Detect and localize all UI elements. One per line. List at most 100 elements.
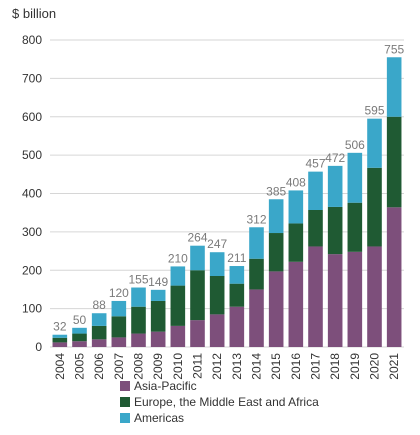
x-axis-ticks: 2004 2005 2006 2007 2008 2009 2010 2011 2012 2013… [53, 353, 401, 380]
bar-segment-2005-s2 [72, 327, 87, 334]
legend-label-1: Europe, the Middle East and Africa [134, 395, 319, 409]
bar-segment-2005-s0 [72, 341, 87, 347]
x-tick-label-2020: 2020 [368, 353, 382, 380]
y-tick-label: 700 [22, 71, 42, 85]
bar-segment-2020-s0 [367, 246, 382, 347]
total-label-2010: 210 [168, 251, 188, 265]
x-tick-label-2007: 2007 [112, 353, 126, 380]
bar-segment-2010-s1 [170, 285, 186, 326]
total-label-2018: 472 [325, 151, 345, 165]
bar-segment-2014-s0 [249, 289, 264, 347]
bar-segment-2008-s1 [131, 306, 146, 334]
bar-segment-2013-s1 [229, 283, 245, 307]
bar-segment-2006-s0 [91, 339, 107, 347]
bar-segment-2020-s1 [367, 167, 382, 247]
bar-segment-2009-s1 [150, 300, 166, 332]
bar-segment-2021-s2 [386, 57, 402, 117]
x-tick-label-2021: 2021 [387, 353, 401, 380]
bar-segment-2012-s1 [209, 276, 225, 315]
bar-segment-2006-s2 [91, 313, 107, 326]
bar-segment-2016-s0 [288, 261, 304, 347]
legend: Asia-Pacific Europe, the Middle East and … [120, 379, 319, 425]
bar-segment-2004-s2 [52, 334, 68, 338]
bar-segment-2019-s2 [347, 152, 363, 203]
x-tick-label-2018: 2018 [328, 353, 342, 380]
x-tick-label-2008: 2008 [132, 353, 146, 380]
x-tick-label-2005: 2005 [73, 353, 87, 380]
total-label-2013: 211 [227, 251, 246, 265]
bar-segment-2017-s2 [308, 171, 323, 211]
bar-segment-2007-s0 [111, 337, 127, 347]
total-label-2020: 595 [364, 104, 384, 118]
bar-segment-2019-s0 [347, 251, 363, 347]
total-label-2009: 149 [148, 275, 168, 289]
bar-segment-2018-s2 [327, 165, 343, 207]
y-tick-label: 800 [22, 33, 42, 47]
x-tick-label-2011: 2011 [191, 353, 205, 379]
bar-segment-2013-s2 [229, 266, 245, 284]
bar-segment-2017-s1 [308, 210, 323, 247]
bar-segment-2015-s0 [268, 271, 284, 347]
bar-segment-2010-s0 [170, 325, 186, 347]
x-tick-label-2016: 2016 [289, 353, 303, 380]
x-tick-label-2006: 2006 [92, 353, 106, 380]
x-tick-label-2017: 2017 [309, 353, 323, 380]
x-tick-label-2014: 2014 [250, 353, 264, 380]
bars-layer [52, 57, 402, 347]
bar-segment-2008-s0 [131, 333, 146, 347]
x-tick-label-2013: 2013 [230, 353, 244, 380]
total-label-2008: 155 [128, 273, 148, 287]
y-tick-label: 0 [35, 340, 42, 354]
bar-segment-2005-s1 [72, 333, 87, 342]
legend-swatch-0 [120, 381, 130, 391]
bar-segment-2019-s1 [347, 202, 363, 252]
unit-label: $ billion [12, 6, 56, 21]
bar-segment-2013-s0 [229, 306, 245, 347]
bar-segment-2009-s2 [150, 289, 166, 301]
y-tick-label: 600 [22, 110, 42, 124]
total-label-2011: 264 [187, 231, 207, 245]
bar-segment-2021-s1 [386, 116, 402, 208]
y-tick-label: 300 [22, 225, 42, 239]
x-tick-label-2010: 2010 [171, 353, 185, 380]
bar-segment-2015-s1 [268, 233, 284, 272]
total-label-2007: 120 [109, 286, 129, 300]
bar-segment-2007-s1 [111, 316, 127, 338]
total-label-2005: 50 [73, 313, 87, 327]
bar-segment-2017-s0 [308, 246, 323, 347]
bar-segment-2009-s0 [150, 331, 166, 347]
bar-segment-2020-s2 [367, 118, 382, 168]
bar-segment-2007-s2 [111, 300, 127, 317]
legend-label-0: Asia-Pacific [134, 379, 197, 393]
total-label-2021: 755 [384, 42, 404, 56]
bar-segment-2004-s0 [52, 342, 68, 347]
bar-segment-2011-s0 [190, 320, 205, 347]
x-tick-label-2015: 2015 [269, 353, 283, 380]
bar-segment-2016-s2 [288, 190, 304, 224]
total-label-2017: 457 [305, 157, 325, 171]
bar-segment-2011-s2 [190, 245, 205, 271]
legend-swatch-1 [120, 397, 130, 407]
bar-segment-2016-s1 [288, 223, 304, 262]
total-label-2004: 32 [53, 320, 67, 334]
bar-segment-2010-s2 [170, 266, 186, 286]
x-tick-label-2004: 2004 [53, 353, 67, 380]
bar-segment-2011-s1 [190, 270, 205, 321]
bar-segment-2006-s1 [91, 325, 107, 340]
total-label-2006: 88 [92, 298, 106, 312]
y-tick-label: 400 [22, 187, 42, 201]
bar-segment-2018-s1 [327, 206, 343, 255]
bar-segment-2012-s2 [209, 252, 225, 277]
bar-segment-2014-s2 [249, 227, 264, 259]
total-label-2014: 312 [246, 212, 266, 226]
bar-segment-2004-s1 [52, 337, 68, 343]
x-tick-label-2019: 2019 [348, 353, 362, 380]
bar-segment-2015-s2 [268, 199, 284, 234]
x-tick-label-2012: 2012 [210, 353, 224, 380]
bar-segment-2021-s0 [386, 207, 402, 347]
total-label-2015: 385 [266, 184, 286, 198]
legend-swatch-2 [120, 413, 130, 423]
